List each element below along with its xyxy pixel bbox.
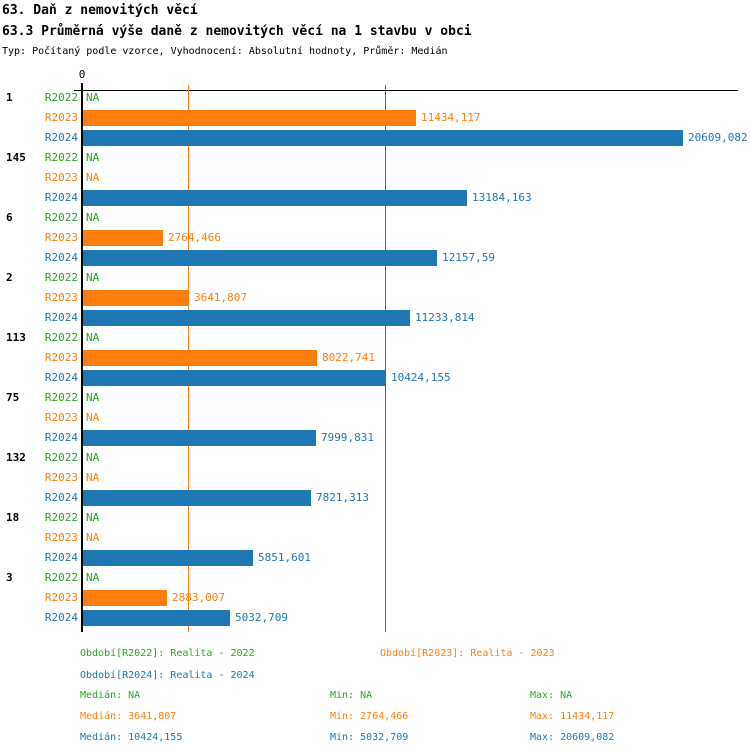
value-label-na: NA (86, 271, 100, 284)
series-label-r2024: R2024 (44, 191, 78, 204)
report-settings-line: Typ: Počítaný podle vzorce, Vyhodnocení:… (2, 46, 448, 57)
stat-median-r2024: Medián: 10424,155 (80, 732, 183, 743)
group-label: 145 (6, 151, 26, 164)
series-label-r2023: R2023 (44, 111, 78, 124)
value-label: 3641,807 (194, 291, 247, 304)
bar-r2024 (83, 490, 311, 506)
value-label-na: NA (86, 391, 100, 404)
stat-median-r2023: Medián: 3641,807 (80, 711, 177, 722)
stat-max-r2023: Max: 11434,117 (530, 711, 615, 722)
value-label: 11233,814 (415, 311, 475, 324)
series-label-r2023: R2023 (44, 171, 78, 184)
bar-r2024 (83, 430, 316, 446)
value-label-na: NA (86, 451, 100, 464)
group-label: 1 (6, 91, 13, 104)
value-label-na: NA (86, 171, 100, 184)
value-label: 13184,163 (472, 191, 532, 204)
series-label-r2023: R2023 (44, 411, 78, 424)
group-label: 113 (6, 331, 26, 344)
series-label-r2024: R2024 (44, 131, 78, 144)
series-label-r2022: R2022 (44, 511, 78, 524)
series-label-r2022: R2022 (44, 211, 78, 224)
bar-r2024 (83, 190, 467, 206)
value-label-na: NA (86, 91, 100, 104)
bar-r2024 (83, 370, 386, 386)
value-label: 7999,831 (321, 431, 374, 444)
bar-r2023 (83, 590, 167, 606)
group-label: 3 (6, 571, 13, 584)
series-label-r2022: R2022 (44, 331, 78, 344)
series-label-r2024: R2024 (44, 491, 78, 504)
value-label-na: NA (86, 571, 100, 584)
bar-r2023 (83, 350, 317, 366)
value-label: 7821,313 (316, 491, 369, 504)
series-label-r2022: R2022 (44, 91, 78, 104)
value-label-na: NA (86, 531, 100, 544)
series-label-r2024: R2024 (44, 551, 78, 564)
group-label: 2 (6, 271, 13, 284)
value-label-na: NA (86, 151, 100, 164)
bar-r2023 (83, 230, 163, 246)
stat-max-r2022: Max: NA (530, 690, 573, 701)
legend-item-r2024: Období[R2024]: Realita - 2024 (80, 670, 255, 681)
series-label-r2024: R2024 (44, 431, 78, 444)
value-label-na: NA (86, 411, 100, 424)
bar-r2023 (83, 290, 189, 306)
value-label: 10424,155 (391, 371, 451, 384)
value-label: 8022,741 (322, 351, 375, 364)
report-subtitle: 63.3 Průměrná výše daně z nemovitých věc… (2, 24, 472, 39)
bar-r2024 (83, 610, 230, 626)
series-label-r2023: R2023 (44, 351, 78, 364)
median-line-r2024 (385, 85, 386, 632)
value-label-na: NA (86, 511, 100, 524)
series-label-r2023: R2023 (44, 291, 78, 304)
legend-item-r2023: Období[R2023]: Realita - 2023 (380, 648, 555, 659)
series-label-r2022: R2022 (44, 571, 78, 584)
stat-min-r2022: Min: NA (330, 690, 373, 701)
bar-r2024 (83, 550, 253, 566)
series-label-r2023: R2023 (44, 591, 78, 604)
value-label: 2764,466 (168, 231, 221, 244)
value-label-na: NA (86, 211, 100, 224)
value-label: 20609,082 (688, 131, 748, 144)
stat-median-r2022: Medián: NA (80, 690, 141, 701)
group-label: 75 (6, 391, 20, 404)
series-label-r2024: R2024 (44, 251, 78, 264)
legend-item-r2022: Období[R2022]: Realita - 2022 (80, 648, 255, 659)
series-label-r2022: R2022 (44, 451, 78, 464)
series-label-r2024: R2024 (44, 311, 78, 324)
value-label-na: NA (86, 471, 100, 484)
bar-r2024 (83, 130, 683, 146)
value-label: 5032,709 (235, 611, 288, 624)
value-label: 2883,007 (172, 591, 225, 604)
value-label: 5851,601 (258, 551, 311, 564)
bar-r2024 (83, 310, 410, 326)
series-label-r2022: R2022 (44, 271, 78, 284)
series-label-r2023: R2023 (44, 471, 78, 484)
value-label-na: NA (86, 331, 100, 344)
stat-min-r2024: Min: 5032,709 (330, 732, 409, 743)
report-title: 63. Daň z nemovitých věcí (2, 3, 198, 18)
value-label: 11434,117 (421, 111, 481, 124)
series-label-r2022: R2022 (44, 391, 78, 404)
series-label-r2023: R2023 (44, 231, 78, 244)
stat-max-r2024: Max: 20609,082 (530, 732, 615, 743)
bar-r2024 (83, 250, 437, 266)
series-label-r2024: R2024 (44, 371, 78, 384)
x-axis-line (74, 90, 738, 91)
group-label: 6 (6, 211, 13, 224)
value-label: 12157,59 (442, 251, 495, 264)
group-label: 132 (6, 451, 26, 464)
bar-r2023 (83, 110, 416, 126)
series-label-r2022: R2022 (44, 151, 78, 164)
axis-zero-label: 0 (78, 68, 86, 81)
series-label-r2023: R2023 (44, 531, 78, 544)
group-label: 18 (6, 511, 20, 524)
stat-min-r2023: Min: 2764,466 (330, 711, 409, 722)
y-axis-line (81, 90, 83, 632)
series-label-r2024: R2024 (44, 611, 78, 624)
